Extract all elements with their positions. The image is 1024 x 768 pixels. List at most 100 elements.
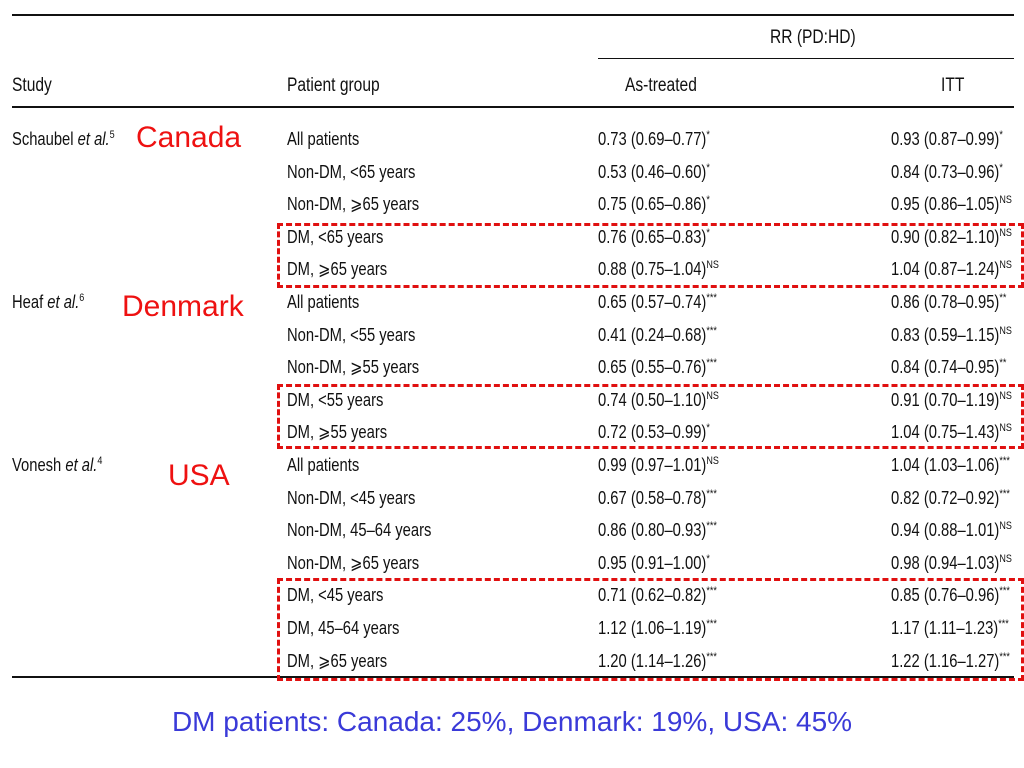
rr-group-rule bbox=[598, 58, 1014, 59]
itt-value: 0.95 (0.86–1.05) bbox=[891, 194, 1000, 215]
as-treated-value: 0.72 (0.53–0.99) bbox=[598, 422, 707, 443]
patient-group-cell: All patients bbox=[287, 129, 360, 149]
as-treated-value: 0.41 (0.24–0.68) bbox=[598, 324, 707, 345]
as-treated-significance: *** bbox=[706, 650, 717, 663]
itt-cell: 0.94 (0.88–1.01)NS bbox=[891, 520, 1012, 540]
itt-value: 1.04 (0.75–1.43) bbox=[891, 422, 1000, 443]
itt-significance: NS bbox=[999, 389, 1012, 402]
as-treated-significance: *** bbox=[706, 618, 717, 630]
highlight-box-denmark-dm bbox=[277, 384, 1024, 449]
itt-significance: ** bbox=[999, 292, 1007, 304]
as-treated-value: 0.99 (0.97–1.01) bbox=[598, 455, 707, 475]
as-treated-cell: 0.67 (0.58–0.78)*** bbox=[598, 488, 717, 508]
study-ref: 4 bbox=[97, 455, 103, 467]
itt-cell: 0.82 (0.72–0.92)*** bbox=[891, 488, 1010, 508]
itt-significance: *** bbox=[999, 455, 1010, 467]
as-treated-cell: 0.65 (0.57–0.74)*** bbox=[598, 292, 717, 312]
patient-group-cell: Non-DM, 45–64 years bbox=[287, 520, 432, 541]
as-treated-significance: *** bbox=[706, 357, 717, 370]
itt-significance: NS bbox=[999, 520, 1012, 533]
as-treated-significance: *** bbox=[706, 324, 717, 337]
study-name: Heaf et al.6 bbox=[12, 292, 84, 312]
study-name: Vonesh et al.4 bbox=[12, 455, 102, 475]
patient-group-cell: Non-DM, <55 years bbox=[287, 324, 416, 345]
as-treated-significance: NS bbox=[706, 455, 719, 467]
itt-cell: 0.95 (0.86–1.05)NS bbox=[891, 194, 1012, 214]
as-treated-cell: 0.76 (0.65–0.83)* bbox=[598, 227, 710, 247]
itt-significance: *** bbox=[999, 585, 1010, 598]
itt-cell: 0.98 (0.94–1.03)NS bbox=[891, 553, 1012, 573]
itt-cell: 0.93 (0.87–0.99)* bbox=[891, 129, 1003, 149]
as-treated-significance: *** bbox=[706, 520, 717, 533]
itt-cell: 0.90 (0.82–1.10)NS bbox=[891, 227, 1012, 247]
study-header: Study bbox=[12, 75, 52, 96]
as-treated-significance: * bbox=[706, 194, 710, 207]
study-author: Heaf bbox=[12, 292, 44, 312]
itt-value: 1.22 (1.16–1.27) bbox=[891, 650, 1000, 671]
itt-value: 0.85 (0.76–0.96) bbox=[891, 585, 1000, 606]
as-treated-significance: * bbox=[706, 161, 710, 174]
itt-cell: 0.84 (0.74–0.95)** bbox=[891, 357, 1006, 377]
itt-header: ITT bbox=[941, 75, 965, 96]
itt-value: 0.90 (0.82–1.10) bbox=[891, 226, 1000, 247]
as-treated-cell: 0.95 (0.91–1.00)* bbox=[598, 553, 710, 573]
itt-significance: NS bbox=[999, 259, 1012, 272]
itt-significance: * bbox=[999, 129, 1003, 141]
itt-significance: NS bbox=[999, 194, 1012, 207]
patient-group-cell: DM, ⩾65 years bbox=[287, 650, 388, 671]
itt-cell: 0.84 (0.73–0.96)* bbox=[891, 162, 1003, 182]
as-treated-cell: 0.73 (0.69–0.77)* bbox=[598, 129, 710, 149]
header-rule bbox=[12, 106, 1014, 108]
itt-value: 1.04 (0.87–1.24) bbox=[891, 259, 1000, 280]
itt-value: 1.17 (1.11–1.23) bbox=[891, 618, 999, 638]
as-treated-cell: 0.72 (0.53–0.99)* bbox=[598, 422, 710, 442]
itt-value: 0.82 (0.72–0.92) bbox=[891, 487, 1000, 508]
itt-significance: NS bbox=[999, 422, 1012, 435]
as-treated-value: 1.20 (1.14–1.26) bbox=[598, 650, 707, 671]
patient-group-header: Patient group bbox=[287, 75, 380, 96]
patient-group-cell: Non-DM, ⩾65 years bbox=[287, 552, 420, 573]
rr-group-header: RR (PD:HD) bbox=[770, 27, 856, 48]
as-treated-value: 0.88 (0.75–1.04) bbox=[598, 259, 707, 280]
as-treated-value: 0.73 (0.69–0.77) bbox=[598, 129, 707, 149]
as-treated-significance: *** bbox=[706, 585, 717, 598]
study-etal: et al. bbox=[65, 455, 98, 475]
as-treated-value: 0.65 (0.57–0.74) bbox=[598, 292, 707, 312]
as-treated-significance: NS bbox=[706, 389, 719, 402]
itt-cell: 0.85 (0.76–0.96)*** bbox=[891, 585, 1010, 605]
itt-value: 0.84 (0.73–0.96) bbox=[891, 161, 1000, 182]
as-treated-cell: 0.74 (0.50–1.10)NS bbox=[598, 390, 719, 410]
itt-significance: ** bbox=[999, 357, 1007, 370]
patient-group-cell: DM, 45–64 years bbox=[287, 618, 400, 638]
highlight-box-usa-dm bbox=[277, 578, 1024, 681]
as-treated-significance: * bbox=[706, 552, 710, 565]
country-label: USA bbox=[168, 459, 230, 492]
as-treated-cell: 0.53 (0.46–0.60)* bbox=[598, 162, 710, 182]
itt-value: 0.98 (0.94–1.03) bbox=[891, 552, 1000, 573]
patient-group-cell: Non-DM, ⩾65 years bbox=[287, 194, 420, 215]
itt-cell: 1.04 (1.03–1.06)*** bbox=[891, 455, 1010, 475]
as-treated-value: 0.95 (0.91–1.00) bbox=[598, 552, 707, 573]
itt-cell: 1.04 (0.75–1.43)NS bbox=[891, 422, 1012, 442]
as-treated-cell: 0.41 (0.24–0.68)*** bbox=[598, 325, 717, 345]
as-treated-cell: 0.88 (0.75–1.04)NS bbox=[598, 259, 719, 279]
itt-significance: NS bbox=[999, 324, 1012, 337]
itt-significance: *** bbox=[999, 487, 1010, 500]
patient-group-cell: Non-DM, <65 years bbox=[287, 161, 416, 182]
top-rule bbox=[12, 14, 1014, 16]
itt-significance: *** bbox=[999, 650, 1010, 663]
as-treated-significance: * bbox=[706, 422, 710, 435]
as-treated-significance: * bbox=[706, 129, 710, 141]
study-author: Schaubel bbox=[12, 129, 74, 149]
study-etal: et al. bbox=[77, 129, 110, 149]
as-treated-cell: 1.12 (1.06–1.19)*** bbox=[598, 618, 717, 638]
study-ref: 5 bbox=[109, 129, 115, 141]
as-treated-cell: 0.99 (0.97–1.01)NS bbox=[598, 455, 719, 475]
as-treated-significance: *** bbox=[706, 292, 717, 304]
study-etal: et al. bbox=[47, 292, 80, 312]
as-treated-significance: * bbox=[706, 226, 710, 239]
patient-group-cell: All patients bbox=[287, 455, 360, 475]
patient-group-cell: DM, ⩾65 years bbox=[287, 259, 388, 280]
itt-value: 0.86 (0.78–0.95) bbox=[891, 292, 1000, 312]
as-treated-significance: NS bbox=[706, 259, 719, 272]
